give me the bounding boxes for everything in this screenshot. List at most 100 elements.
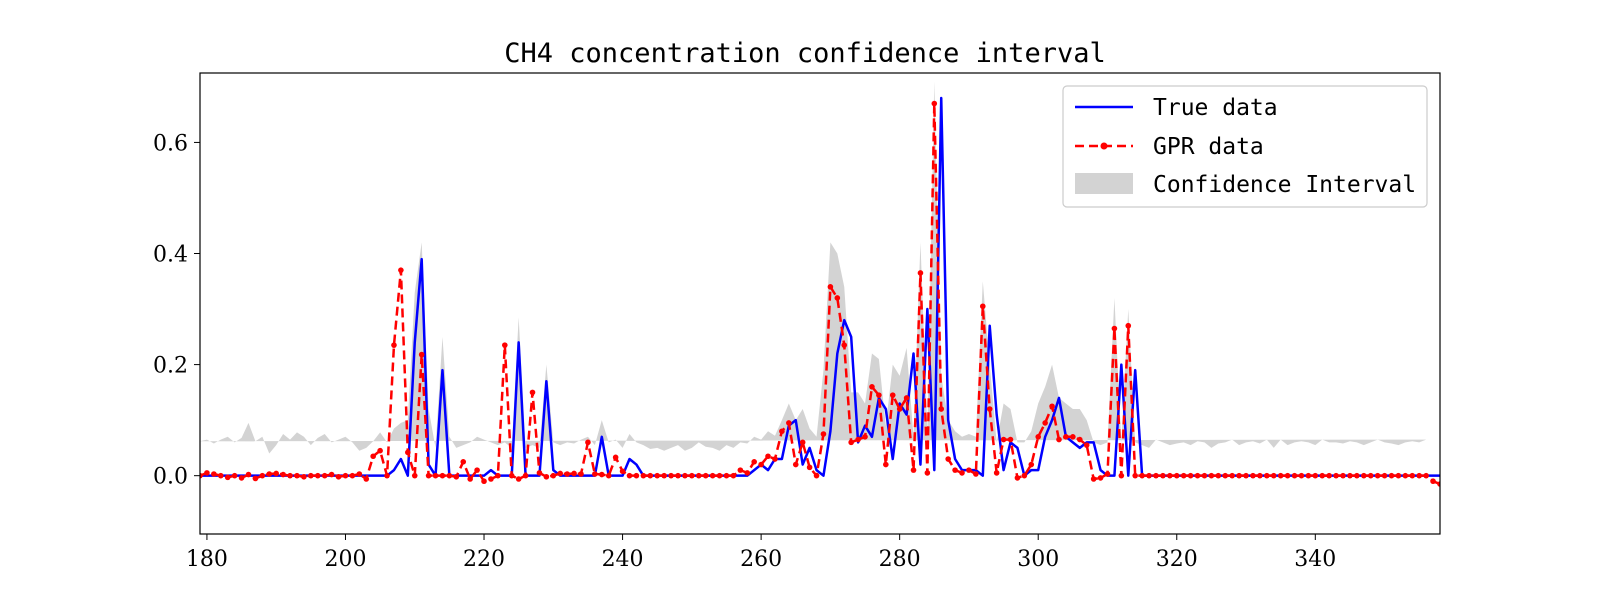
gpr-data-point bbox=[1423, 472, 1429, 479]
gpr-data-point bbox=[1257, 472, 1263, 479]
gpr-data-point bbox=[1333, 472, 1339, 479]
gpr-data-point bbox=[328, 471, 335, 478]
gpr-data-point bbox=[1007, 436, 1014, 443]
gpr-data-point bbox=[1340, 472, 1346, 479]
gpr-data-point bbox=[959, 470, 965, 476]
y-tick-label: 0.4 bbox=[153, 243, 188, 268]
gpr-data-point bbox=[522, 472, 529, 479]
gpr-data-point bbox=[1063, 434, 1069, 440]
gpr-data-point bbox=[1014, 475, 1021, 481]
gpr-data-point bbox=[481, 478, 487, 485]
gpr-data-point bbox=[224, 474, 231, 481]
gpr-data-point bbox=[675, 472, 681, 479]
gpr-data-point bbox=[668, 472, 674, 479]
gpr-data-point bbox=[993, 470, 1000, 476]
gpr-data-point bbox=[335, 473, 342, 480]
gpr-data-point bbox=[1028, 461, 1035, 468]
gpr-data-point bbox=[1118, 472, 1125, 479]
gpr-data-point bbox=[1097, 475, 1104, 481]
gpr-data-point bbox=[1167, 472, 1173, 479]
gpr-data-point bbox=[557, 470, 564, 477]
gpr-data-point bbox=[792, 461, 799, 468]
x-tick-label: 280 bbox=[879, 547, 921, 572]
gpr-data-point bbox=[515, 476, 522, 482]
gpr-data-point bbox=[702, 472, 709, 479]
x-tick-label: 260 bbox=[740, 547, 782, 572]
gpr-data-point bbox=[585, 439, 591, 446]
gpr-data-point bbox=[391, 342, 397, 348]
gpr-data-point bbox=[633, 472, 640, 479]
gpr-data-point bbox=[1070, 434, 1076, 440]
gpr-data-point bbox=[1173, 472, 1180, 479]
gpr-data-point bbox=[654, 472, 661, 479]
gpr-data-point bbox=[1194, 472, 1201, 479]
x-axis: 180 200 220 240 260 280 300 320 340 bbox=[186, 534, 1336, 572]
gpr-data-point bbox=[640, 472, 647, 479]
gpr-data-point bbox=[876, 392, 882, 398]
gpr-data-point bbox=[779, 428, 785, 435]
gpr-data-point bbox=[217, 472, 224, 479]
gpr-data-point bbox=[1284, 472, 1291, 479]
gpr-data-point bbox=[314, 472, 321, 479]
plot-area bbox=[200, 81, 1440, 487]
gpr-data-point bbox=[411, 472, 418, 479]
gpr-data-point bbox=[883, 461, 889, 468]
gpr-data-point bbox=[384, 472, 390, 479]
gpr-data-point bbox=[924, 470, 931, 476]
gpr-data-point bbox=[370, 453, 376, 460]
gpr-data-point bbox=[294, 472, 300, 479]
x-tick-label: 340 bbox=[1294, 547, 1336, 572]
gpr-data-point bbox=[287, 472, 293, 479]
gpr-data-point bbox=[626, 472, 633, 479]
gpr-data-point bbox=[321, 472, 328, 479]
gpr-data-point bbox=[460, 459, 467, 465]
gpr-data-point bbox=[200, 472, 203, 479]
gpr-data-point bbox=[1139, 472, 1145, 479]
gpr-data-point bbox=[349, 472, 356, 479]
gpr-data-point bbox=[564, 471, 570, 477]
gpr-data-point bbox=[1125, 322, 1132, 329]
gpr-data-point bbox=[238, 475, 245, 481]
gpr-data-point bbox=[889, 392, 896, 398]
gpr-data-point bbox=[1208, 472, 1215, 479]
gpr-data-point bbox=[1146, 472, 1152, 479]
gpr-data-point bbox=[529, 389, 536, 396]
gpr-data-point bbox=[689, 472, 695, 479]
y-axis: 0.0 0.2 0.4 0.6 bbox=[153, 131, 200, 490]
gpr-data-point bbox=[820, 431, 827, 437]
gpr-data-point bbox=[1056, 436, 1062, 443]
gpr-data-point bbox=[377, 447, 383, 454]
gpr-data-point bbox=[723, 472, 730, 479]
gpr-data-point bbox=[1367, 472, 1374, 479]
gpr-data-point bbox=[716, 472, 723, 479]
gpr-data-point bbox=[1153, 472, 1159, 479]
gpr-data-point bbox=[1076, 436, 1083, 443]
gpr-data-point bbox=[536, 470, 543, 476]
gpr-data-point bbox=[301, 473, 307, 480]
gpr-data-point bbox=[695, 472, 702, 479]
gpr-data-point bbox=[647, 472, 654, 479]
y-tick-label: 0.2 bbox=[153, 354, 188, 379]
gpr-data-point bbox=[979, 303, 986, 310]
gpr-data-point bbox=[1402, 472, 1409, 479]
gpr-data-point bbox=[1243, 472, 1249, 479]
gpr-data-point bbox=[1250, 472, 1256, 479]
gpr-data-point bbox=[709, 472, 716, 479]
gpr-data-point bbox=[799, 439, 806, 446]
gpr-data-point bbox=[848, 439, 854, 446]
gpr-data-point bbox=[931, 100, 938, 107]
gpr-data-point bbox=[550, 472, 557, 479]
legend-true-data-label: True data bbox=[1153, 95, 1278, 121]
gpr-data-point bbox=[986, 406, 993, 412]
gpr-data-point bbox=[1312, 472, 1319, 479]
gpr-data-point bbox=[308, 472, 314, 479]
gpr-data-point bbox=[439, 472, 446, 479]
gpr-data-point bbox=[834, 295, 841, 301]
gpr-data-point bbox=[1236, 472, 1242, 479]
gpr-data-point bbox=[1083, 442, 1090, 448]
gpr-data-point bbox=[1111, 325, 1118, 332]
gpr-data-point bbox=[1326, 472, 1332, 479]
gpr-data-point bbox=[252, 475, 259, 482]
x-tick-label: 240 bbox=[602, 547, 644, 572]
